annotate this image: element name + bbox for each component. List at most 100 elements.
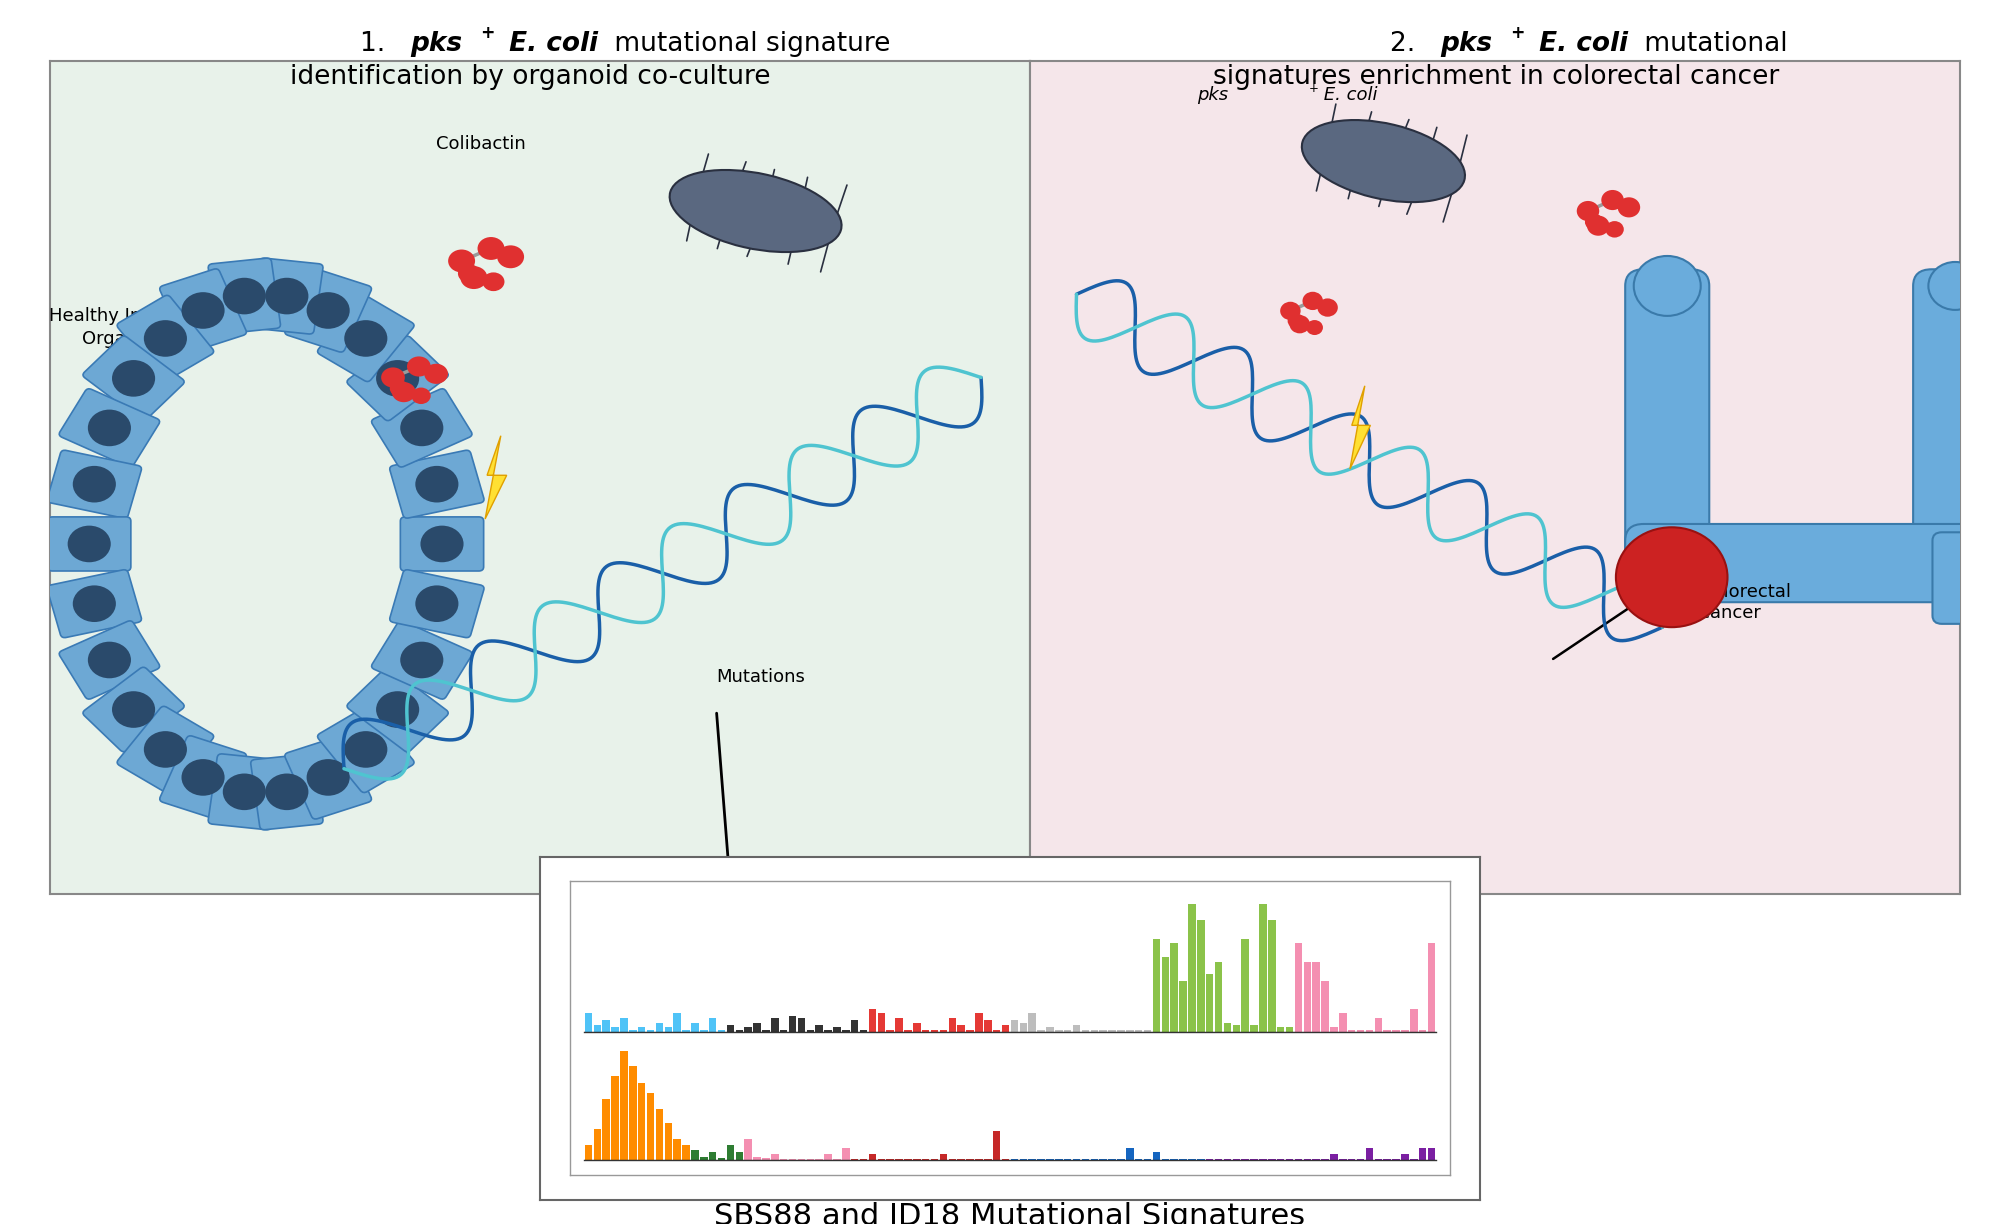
Bar xyxy=(878,1013,886,1032)
Bar xyxy=(1330,1027,1338,1032)
Bar xyxy=(1144,1029,1152,1032)
Bar xyxy=(656,1109,664,1160)
FancyBboxPatch shape xyxy=(372,389,472,468)
Bar xyxy=(1010,1020,1018,1032)
Bar xyxy=(708,1153,716,1160)
Text: mutational signature: mutational signature xyxy=(606,31,890,56)
Bar xyxy=(630,1066,636,1160)
Bar xyxy=(806,1029,814,1032)
Bar xyxy=(1170,944,1178,1032)
Polygon shape xyxy=(1350,386,1370,469)
FancyBboxPatch shape xyxy=(1626,524,1998,602)
FancyBboxPatch shape xyxy=(60,389,160,468)
Bar xyxy=(1418,1029,1426,1032)
Circle shape xyxy=(306,293,350,329)
Circle shape xyxy=(448,250,476,273)
Ellipse shape xyxy=(670,170,842,252)
Bar xyxy=(1374,1018,1382,1032)
Bar xyxy=(1260,903,1266,1032)
Bar xyxy=(1402,1029,1408,1032)
Bar xyxy=(664,1122,672,1160)
FancyBboxPatch shape xyxy=(160,736,246,819)
FancyBboxPatch shape xyxy=(250,258,322,334)
Circle shape xyxy=(1618,197,1640,218)
Bar xyxy=(922,1029,930,1032)
FancyBboxPatch shape xyxy=(1626,269,1710,573)
Bar xyxy=(1294,944,1302,1032)
Bar xyxy=(1180,980,1186,1032)
Bar xyxy=(754,1022,760,1032)
Circle shape xyxy=(1288,313,1304,328)
FancyBboxPatch shape xyxy=(160,269,246,353)
Bar xyxy=(1242,939,1248,1032)
Text: SBS88 and ID18 Mutational Signatures: SBS88 and ID18 Mutational Signatures xyxy=(714,1202,1306,1224)
Bar xyxy=(1198,920,1204,1032)
Bar xyxy=(620,1018,628,1032)
Circle shape xyxy=(478,237,504,259)
Circle shape xyxy=(222,774,266,810)
Bar xyxy=(1126,1029,1134,1032)
Bar xyxy=(646,1029,654,1032)
Circle shape xyxy=(420,525,464,562)
Bar xyxy=(966,1029,974,1032)
Bar xyxy=(798,1018,806,1032)
Circle shape xyxy=(1576,201,1600,222)
Bar xyxy=(1410,1009,1418,1032)
Bar xyxy=(868,1009,876,1032)
Bar xyxy=(744,1027,752,1032)
Bar xyxy=(1214,962,1222,1032)
Bar xyxy=(1428,1148,1436,1160)
Bar xyxy=(824,1029,832,1032)
Polygon shape xyxy=(486,436,506,519)
Bar xyxy=(1064,1029,1072,1032)
Bar xyxy=(958,1024,964,1032)
Bar xyxy=(1126,1148,1134,1160)
Circle shape xyxy=(222,278,266,315)
Bar xyxy=(1090,1029,1098,1032)
Text: Colibactin: Colibactin xyxy=(436,136,526,153)
FancyBboxPatch shape xyxy=(118,706,214,792)
Bar xyxy=(868,1154,876,1160)
Bar xyxy=(646,1093,654,1160)
Bar xyxy=(992,1131,1000,1160)
Text: +: + xyxy=(1510,24,1524,43)
Circle shape xyxy=(482,273,504,291)
FancyBboxPatch shape xyxy=(48,569,142,638)
Bar xyxy=(816,1024,822,1032)
Bar xyxy=(772,1018,778,1032)
FancyBboxPatch shape xyxy=(60,621,160,699)
Bar xyxy=(630,1029,636,1032)
Bar xyxy=(1392,1029,1400,1032)
Bar xyxy=(940,1029,948,1032)
Text: identification by organoid co-culture: identification by organoid co-culture xyxy=(290,64,770,89)
Bar xyxy=(896,1018,902,1032)
Circle shape xyxy=(68,525,110,562)
Text: E. coli: E. coli xyxy=(1318,86,1378,104)
Bar xyxy=(1340,1013,1346,1032)
Bar xyxy=(1356,1029,1364,1032)
Bar xyxy=(1232,1024,1240,1032)
Text: Colorectal
cancer: Colorectal cancer xyxy=(1700,583,1790,622)
Bar xyxy=(886,1029,894,1032)
Circle shape xyxy=(1634,256,1700,316)
Bar xyxy=(788,1016,796,1032)
Circle shape xyxy=(416,585,458,622)
Bar xyxy=(1108,1029,1116,1032)
Bar xyxy=(842,1148,850,1160)
FancyBboxPatch shape xyxy=(1932,532,1978,624)
FancyBboxPatch shape xyxy=(82,667,184,752)
Bar xyxy=(1188,903,1196,1032)
FancyBboxPatch shape xyxy=(390,569,484,638)
Text: mutational: mutational xyxy=(1636,31,1788,56)
Circle shape xyxy=(182,293,224,329)
Bar xyxy=(948,1018,956,1032)
Bar xyxy=(780,1029,788,1032)
Text: pks: pks xyxy=(1440,31,1492,56)
Bar xyxy=(1330,1154,1338,1160)
Bar xyxy=(736,1153,744,1160)
Circle shape xyxy=(112,360,156,397)
FancyBboxPatch shape xyxy=(372,621,472,699)
FancyBboxPatch shape xyxy=(284,269,372,353)
FancyBboxPatch shape xyxy=(118,295,214,382)
Bar xyxy=(1100,1029,1106,1032)
